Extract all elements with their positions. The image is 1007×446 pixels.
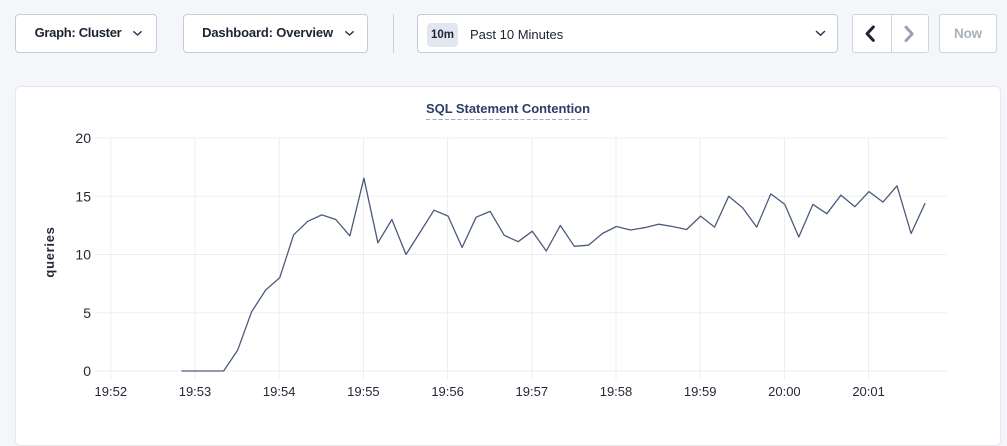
svg-text:19:57: 19:57: [516, 384, 549, 399]
svg-text:5: 5: [83, 305, 91, 321]
svg-text:19:52: 19:52: [95, 384, 128, 399]
svg-text:queries: queries: [42, 226, 57, 277]
svg-text:15: 15: [75, 188, 91, 204]
svg-text:19:55: 19:55: [347, 384, 380, 399]
svg-text:19:58: 19:58: [600, 384, 633, 399]
svg-text:20:00: 20:00: [768, 384, 801, 399]
svg-text:20:01: 20:01: [852, 384, 885, 399]
svg-text:19:59: 19:59: [684, 384, 717, 399]
svg-text:10: 10: [75, 247, 91, 263]
svg-text:0: 0: [83, 363, 91, 379]
svg-text:19:53: 19:53: [179, 384, 212, 399]
svg-text:20: 20: [75, 130, 91, 146]
svg-text:19:54: 19:54: [263, 384, 296, 399]
svg-text:19:56: 19:56: [431, 384, 464, 399]
